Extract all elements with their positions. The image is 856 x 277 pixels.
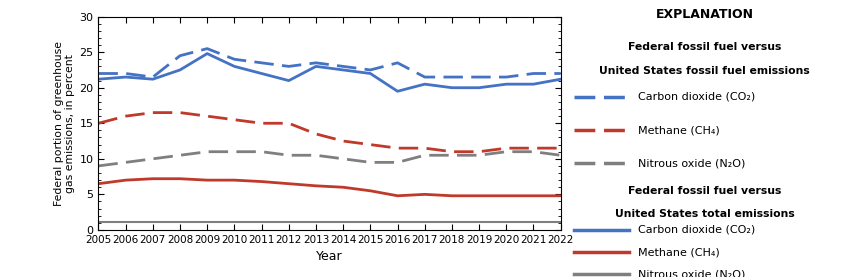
- Text: Carbon dioxide (CO₂): Carbon dioxide (CO₂): [638, 225, 755, 235]
- Text: United States total emissions: United States total emissions: [615, 209, 794, 219]
- Text: Nitrous oxide (N₂O): Nitrous oxide (N₂O): [638, 269, 745, 277]
- Y-axis label: Federal portion of greenhouse
gas emissions, in percent: Federal portion of greenhouse gas emissi…: [54, 41, 75, 206]
- X-axis label: Year: Year: [316, 250, 343, 263]
- Text: Federal fossil fuel versus: Federal fossil fuel versus: [628, 42, 782, 52]
- Text: Methane (CH₄): Methane (CH₄): [638, 125, 720, 135]
- Text: United States fossil fuel emissions: United States fossil fuel emissions: [599, 66, 810, 76]
- Text: Carbon dioxide (CO₂): Carbon dioxide (CO₂): [638, 92, 755, 102]
- Text: EXPLANATION: EXPLANATION: [656, 8, 753, 21]
- Text: Federal fossil fuel versus: Federal fossil fuel versus: [628, 186, 782, 196]
- Text: Nitrous oxide (N₂O): Nitrous oxide (N₂O): [638, 158, 745, 168]
- Text: Methane (CH₄): Methane (CH₄): [638, 247, 720, 257]
